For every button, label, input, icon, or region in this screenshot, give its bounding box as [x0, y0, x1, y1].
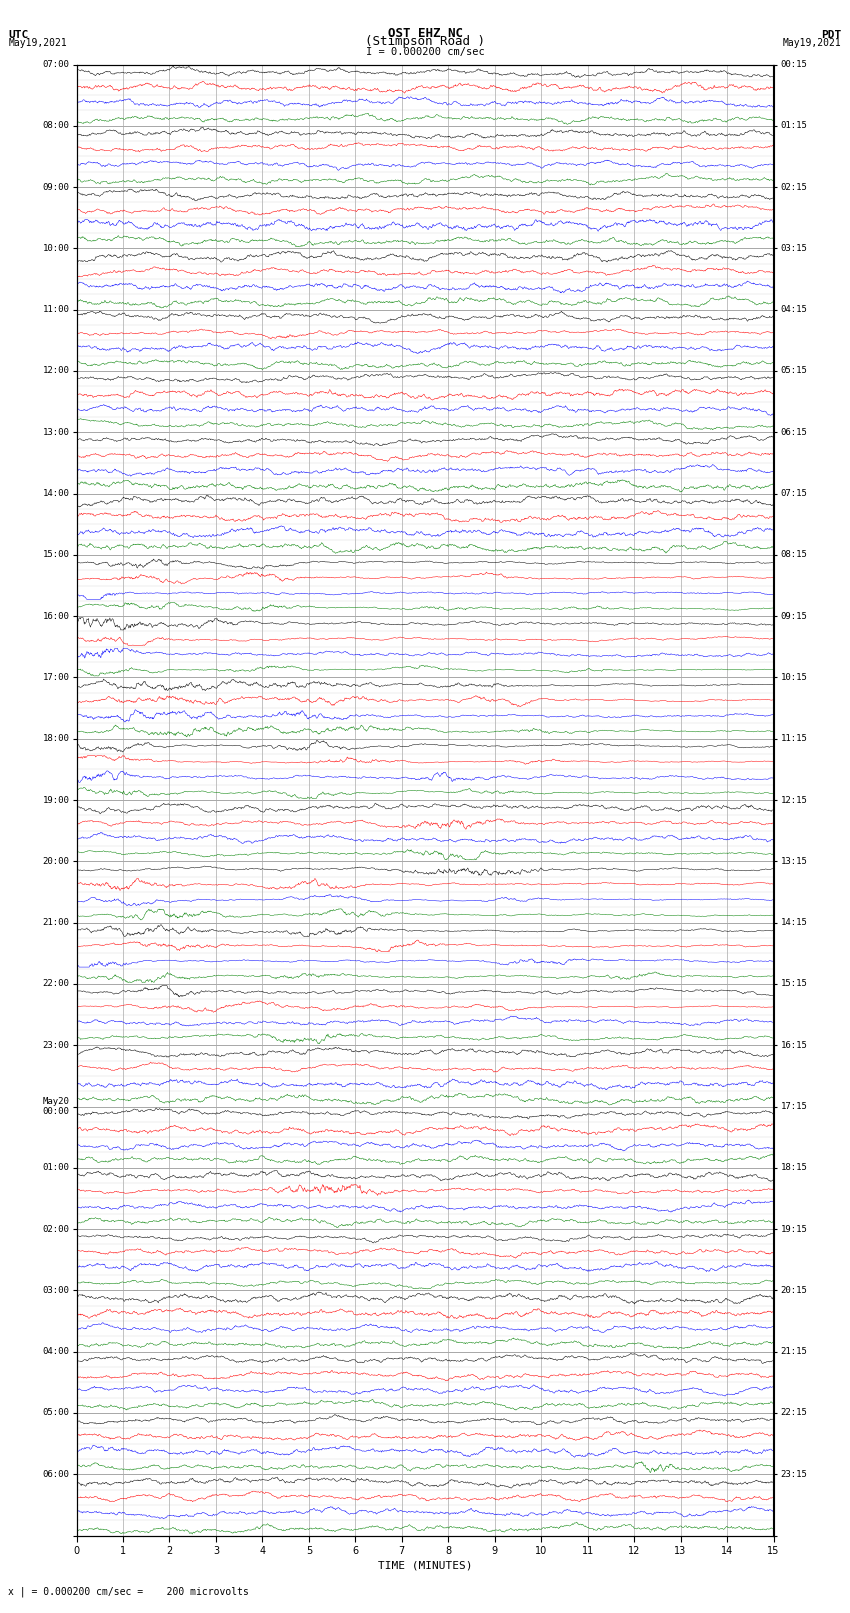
- Text: OST EHZ NC: OST EHZ NC: [388, 26, 462, 39]
- X-axis label: TIME (MINUTES): TIME (MINUTES): [377, 1560, 473, 1569]
- Text: I = 0.000200 cm/sec: I = 0.000200 cm/sec: [366, 47, 484, 56]
- Text: (Stimpson Road ): (Stimpson Road ): [365, 35, 485, 48]
- Text: UTC: UTC: [8, 29, 29, 39]
- Text: May19,2021: May19,2021: [8, 39, 67, 48]
- Text: May19,2021: May19,2021: [783, 39, 842, 48]
- Text: x | = 0.000200 cm/sec =    200 microvolts: x | = 0.000200 cm/sec = 200 microvolts: [8, 1586, 249, 1597]
- Text: PDT: PDT: [821, 29, 842, 39]
